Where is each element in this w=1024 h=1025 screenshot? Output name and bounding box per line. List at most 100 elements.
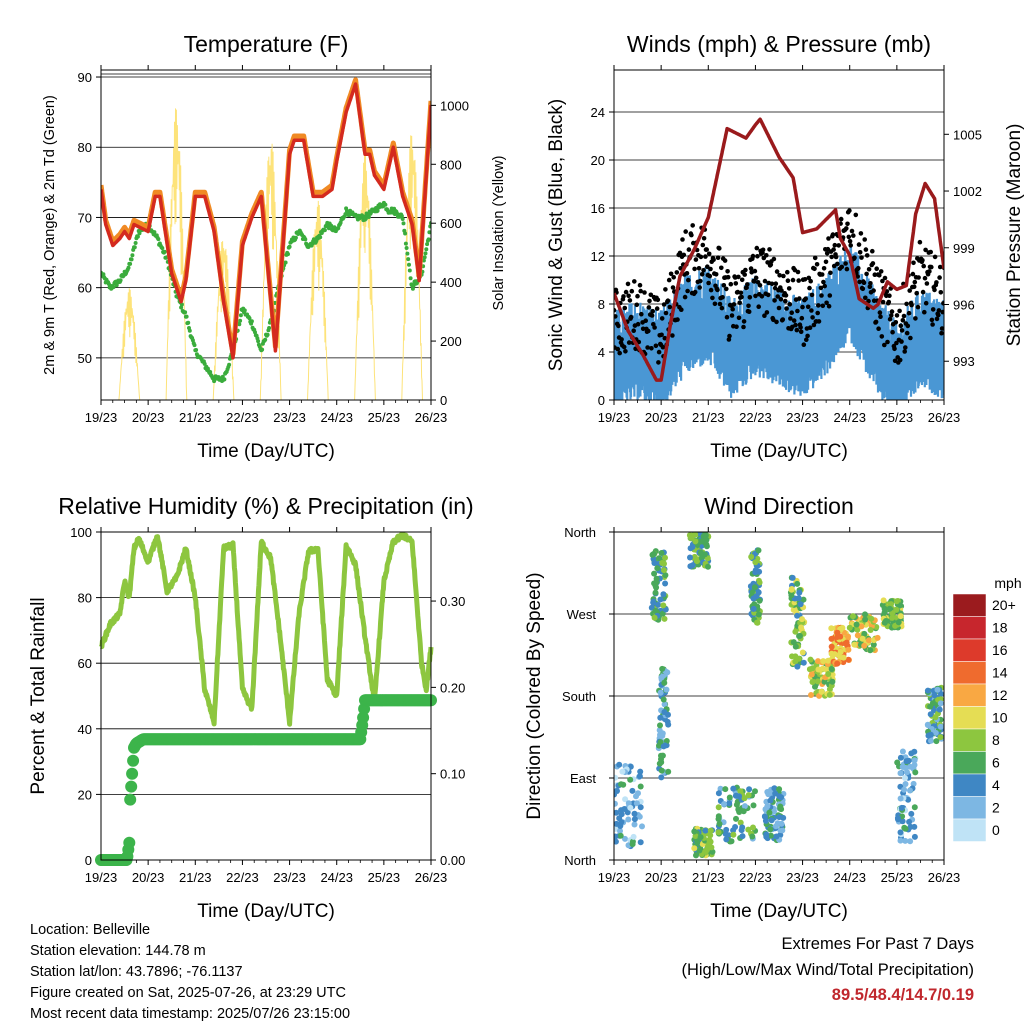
gust-point xyxy=(621,294,626,299)
wind-direction-point xyxy=(627,804,634,811)
legend-swatch xyxy=(952,773,987,797)
gust-point xyxy=(805,333,810,339)
gust-point xyxy=(856,242,862,247)
wind-direction-point xyxy=(723,826,730,833)
wind-direction-point xyxy=(741,803,748,810)
gust-point xyxy=(878,314,883,320)
gust-point xyxy=(783,293,789,298)
wind-direction-point xyxy=(650,599,657,606)
gust-point xyxy=(826,236,831,241)
wind-direction-point xyxy=(800,596,807,603)
gust-point xyxy=(907,288,912,293)
gust-point xyxy=(698,254,704,260)
gust-point xyxy=(809,292,815,298)
gust-point xyxy=(719,265,724,271)
wind-direction-point xyxy=(689,562,696,569)
gust-point xyxy=(706,251,712,257)
gust-point xyxy=(679,307,684,313)
wind-direction-point xyxy=(766,809,773,816)
dewpoint-point xyxy=(192,343,197,348)
wind-direction-point xyxy=(834,634,841,640)
gust-point xyxy=(690,223,695,228)
wind-direction-point xyxy=(862,611,868,618)
dewpoint-point xyxy=(428,224,431,229)
gust-point xyxy=(730,306,735,312)
wind-direction-point xyxy=(726,794,733,801)
y-tick-label: North xyxy=(564,853,596,868)
gust-point xyxy=(934,316,940,322)
gust-point xyxy=(710,295,715,301)
gust-point xyxy=(808,278,813,284)
gust-point xyxy=(684,271,690,276)
gust-point xyxy=(939,330,944,336)
wind-direction-point xyxy=(702,532,709,537)
wind-direction-point xyxy=(898,804,905,811)
wind-direction-point xyxy=(651,614,658,621)
gust-point xyxy=(822,283,827,289)
y-tick-label: East xyxy=(570,771,596,786)
dewpoint-point xyxy=(128,261,133,266)
gust-point xyxy=(789,310,794,316)
wind-direction-point xyxy=(937,723,944,730)
gust-point xyxy=(928,249,933,255)
gust-point xyxy=(794,327,800,333)
gust-point xyxy=(686,277,691,283)
wind-direction-point xyxy=(658,550,665,556)
plot-border xyxy=(613,69,945,401)
wind-direction-point xyxy=(697,549,704,556)
wind-direction-point xyxy=(931,692,938,699)
wind-direction-point xyxy=(809,679,816,685)
gust-point xyxy=(902,349,907,354)
wind-direction-point xyxy=(937,700,944,707)
wind-direction-point xyxy=(622,835,628,842)
wind-direction-point xyxy=(614,833,619,840)
gust-point xyxy=(784,306,789,311)
gust-point xyxy=(909,302,914,308)
gust-point xyxy=(646,305,652,310)
dewpoint-point xyxy=(238,313,243,318)
gust-point xyxy=(829,254,834,260)
gust-point xyxy=(753,275,759,281)
plot-area xyxy=(95,531,437,866)
wind-direction-point xyxy=(726,800,733,807)
x-tick-label: 25/23 xyxy=(368,410,401,425)
y-tick-label: 12 xyxy=(591,249,605,264)
wind-direction-point xyxy=(829,678,836,685)
wind-direction-point xyxy=(828,625,835,632)
wind-direction-point xyxy=(614,838,619,845)
dewpoint-point xyxy=(184,314,189,319)
wind-direction-point xyxy=(794,612,801,619)
legend-label: 20+ xyxy=(992,597,1016,613)
gust-point xyxy=(857,279,862,285)
y-tick-label: 50 xyxy=(78,351,92,366)
wind-direction-point xyxy=(652,582,659,589)
wind-direction-point xyxy=(656,760,663,767)
wind-direction-point xyxy=(874,634,881,641)
wind-direction-point xyxy=(661,615,668,622)
wind-direction-point xyxy=(800,659,807,666)
wind-direction-point xyxy=(705,563,711,570)
gust-point xyxy=(923,247,928,253)
wind-direction-point xyxy=(653,575,660,582)
gust-point xyxy=(638,288,643,294)
dewpoint-point xyxy=(249,319,254,324)
gust-point xyxy=(786,286,792,291)
gust-point xyxy=(812,266,817,272)
gust-point xyxy=(647,298,652,304)
wind-direction-point xyxy=(901,786,908,793)
gust-point xyxy=(626,340,632,345)
gust-point xyxy=(873,319,879,325)
x-tick-label: 25/23 xyxy=(881,410,914,425)
wind-direction-point xyxy=(652,589,659,596)
gust-point xyxy=(897,308,902,314)
gust-point xyxy=(811,322,817,328)
plot-area xyxy=(101,77,431,400)
wind-direction-point xyxy=(767,826,774,833)
y-axis-label: Sonic Wind & Gust (Blue, Black) xyxy=(546,99,567,371)
gust-point xyxy=(911,260,916,266)
gust-point xyxy=(819,272,825,277)
wind-direction-point xyxy=(762,813,768,820)
dewpoint-point xyxy=(186,320,191,325)
wind-direction-point xyxy=(733,801,740,808)
gust-point xyxy=(831,247,836,252)
